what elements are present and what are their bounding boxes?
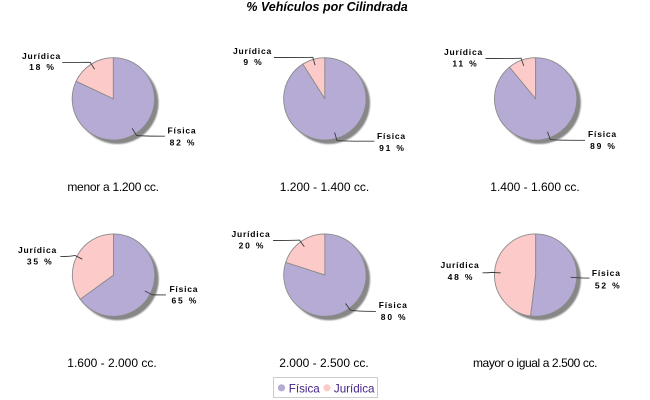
svg-text:Jurídica: Jurídica — [232, 229, 271, 239]
svg-text:82 %: 82 % — [170, 138, 197, 148]
svg-text:Física: Física — [169, 284, 198, 294]
svg-text:48 %: 48 % — [448, 272, 475, 282]
svg-text:20 %: 20 % — [239, 240, 266, 250]
svg-text:1.600 - 2.000 cc.: 1.600 - 2.000 cc. — [67, 356, 156, 370]
svg-text:Física: Física — [592, 268, 621, 278]
svg-text:Física: Física — [168, 126, 197, 136]
svg-text:9 %: 9 % — [243, 57, 263, 67]
svg-text:Física: Física — [588, 129, 617, 139]
svg-text:Física: Física — [289, 382, 320, 395]
svg-text:65 %: 65 % — [172, 296, 199, 306]
svg-text:52 %: 52 % — [595, 280, 622, 290]
svg-text:18 %: 18 % — [29, 62, 56, 72]
svg-text:Física: Física — [377, 131, 406, 141]
svg-text:80 %: 80 % — [381, 312, 408, 322]
svg-text:Jurídica: Jurídica — [444, 47, 483, 57]
svg-text:mayor o igual a 2.500 cc.: mayor o igual a 2.500 cc. — [473, 356, 597, 370]
svg-text:menor a 1.200 cc.: menor a 1.200 cc. — [67, 180, 158, 194]
svg-text:Jurídica: Jurídica — [18, 245, 57, 255]
svg-text:Jurídica: Jurídica — [334, 382, 375, 395]
svg-text:Jurídica: Jurídica — [441, 260, 480, 270]
svg-text:2.000 - 2.500 cc.: 2.000 - 2.500 cc. — [279, 356, 368, 370]
svg-text:1.400 - 1.600 cc.: 1.400 - 1.600 cc. — [490, 180, 579, 194]
svg-text:1.200 - 1.400 cc.: 1.200 - 1.400 cc. — [280, 180, 369, 194]
svg-text:Física: Física — [379, 300, 408, 310]
svg-text:91 %: 91 % — [379, 143, 406, 153]
svg-text:11 %: 11 % — [452, 58, 478, 68]
svg-text:Jurídica: Jurídica — [233, 46, 272, 56]
svg-text:Jurídica: Jurídica — [22, 51, 61, 61]
svg-text:89 %: 89 % — [590, 141, 617, 151]
svg-text:35 %: 35 % — [27, 257, 54, 267]
svg-text:% Vehículos por Cilindrada: % Vehículos por Cilindrada — [246, 0, 407, 14]
